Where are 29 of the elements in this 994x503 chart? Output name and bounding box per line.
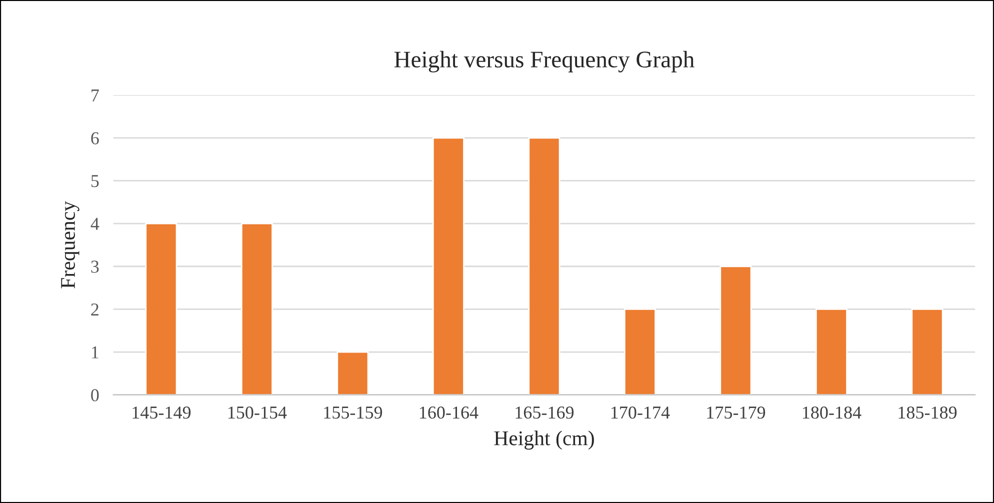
y-tick-label: 1 <box>92 346 98 358</box>
y-tick-label: 6 <box>91 132 99 144</box>
bar <box>145 222 178 395</box>
x-tick-label: 160-164 <box>420 406 478 419</box>
x-tick-label: 145-149 <box>132 406 191 419</box>
bar <box>240 222 273 395</box>
bar <box>432 137 464 395</box>
x-tick-label: 185-189 <box>898 406 957 419</box>
x-tick-label: 155-159 <box>324 406 382 419</box>
y-tick-label: 2 <box>91 304 98 316</box>
x-tick-label: 180-184 <box>802 406 862 419</box>
bar <box>528 137 560 395</box>
bar <box>911 308 944 395</box>
x-tick-label: 150-154 <box>228 406 287 419</box>
y-tick-label: 4 <box>90 218 100 230</box>
x-tick-label: 170-174 <box>611 406 670 419</box>
chart-title: Height versus Frequency Graph <box>394 50 694 72</box>
y-tick-label: 0 <box>91 389 99 402</box>
y-tick-label: 3 <box>91 260 99 273</box>
bar <box>624 308 656 395</box>
bar <box>815 308 848 395</box>
y-tick-label: 5 <box>91 175 99 188</box>
x-tick-label: 175-179 <box>707 406 766 419</box>
bar <box>336 351 369 395</box>
x-tick-label: 165-169 <box>516 406 574 419</box>
y-axis-title: Frequency <box>61 201 80 288</box>
x-axis-title: Height (cm) <box>494 430 594 450</box>
bar <box>720 266 752 395</box>
y-tick-label: 7 <box>92 90 99 102</box>
